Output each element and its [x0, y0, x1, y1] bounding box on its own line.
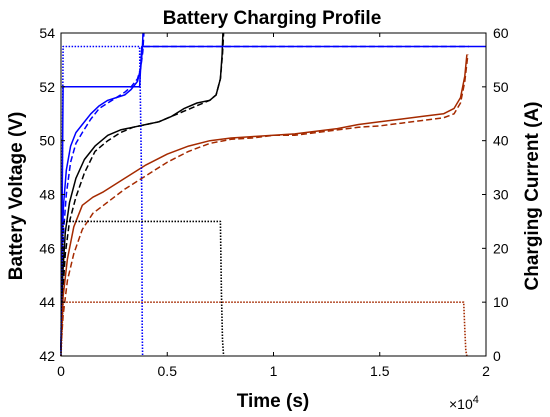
x-tick-label: 1.5 — [370, 363, 390, 379]
x-exponent-power: 4 — [473, 394, 479, 406]
chart-title: Battery Charging Profile — [163, 8, 382, 29]
y-left-tick-label: 46 — [39, 240, 55, 256]
series-line-5-left-solid — [60, 54, 468, 348]
y-left-tick-label: 54 — [39, 25, 55, 41]
y-right-tick-label: 10 — [493, 294, 509, 310]
series-line-4-left-dashed — [60, 32, 225, 348]
y-left-tick-label: 52 — [39, 79, 55, 95]
y-right-tick-label: 50 — [493, 79, 509, 95]
y-right-tick-label: 60 — [493, 25, 509, 41]
x-tick-label: 1 — [270, 363, 278, 379]
x-axis-exponent: ×104 — [449, 394, 479, 412]
right-y-axis-title: Charging Current (A) — [522, 102, 543, 291]
series-line-11-right-dotted — [60, 301, 468, 357]
y-right-tick-label: 30 — [493, 187, 509, 203]
left-y-axis: 42 44 46 48 50 52 54 — [39, 25, 65, 364]
series-line-9-right-dotted — [60, 45, 144, 357]
y-right-tick-label: 20 — [493, 240, 509, 256]
y-left-tick-label: 50 — [39, 133, 55, 149]
right-y-axis: 0 10 20 30 40 50 60 — [482, 25, 509, 364]
series-line-6-left-dashed — [60, 54, 469, 348]
x-exponent-base: ×10 — [449, 396, 473, 412]
plot-frame — [60, 32, 487, 357]
x-tick-label: 2 — [482, 363, 490, 379]
y-right-tick-label: 40 — [493, 133, 509, 149]
left-y-axis-title: Battery Voltage (V) — [6, 112, 27, 281]
plot-area — [60, 32, 486, 357]
x-tick-label: 0.5 — [158, 363, 178, 379]
y-right-tick-label: 0 — [493, 348, 501, 364]
series-line-10-right-dotted — [60, 220, 225, 357]
y-left-tick-label: 44 — [39, 294, 55, 310]
x-axis: 0 0.5 1 1.5 2 — [57, 33, 490, 379]
x-axis-title: Time (s) — [237, 391, 310, 412]
x-tick-label: 0 — [57, 363, 65, 379]
y-left-tick-label: 42 — [39, 348, 55, 364]
y-left-tick-label: 48 — [39, 187, 55, 203]
